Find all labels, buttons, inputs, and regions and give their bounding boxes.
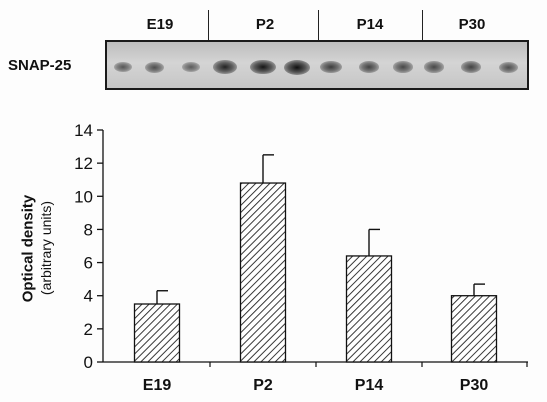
blot-band bbox=[144, 61, 164, 73]
blot-label: SNAP-25 bbox=[8, 57, 72, 74]
blot-band bbox=[213, 60, 237, 74]
blot-band bbox=[250, 59, 276, 75]
bar bbox=[450, 295, 498, 363]
x-tick-label: E19 bbox=[143, 377, 172, 394]
bar bbox=[345, 255, 393, 363]
blot-group-divider bbox=[422, 10, 423, 40]
blot-group-divider bbox=[318, 10, 319, 40]
blot-band bbox=[284, 59, 310, 75]
western-blot-image bbox=[105, 40, 529, 90]
y-tick-label: 14 bbox=[74, 121, 93, 140]
y-tick-label: 6 bbox=[84, 254, 93, 273]
y-tick-label: 10 bbox=[74, 187, 93, 206]
y-tick-label: 4 bbox=[84, 287, 93, 306]
blot-group-label: P30 bbox=[458, 16, 486, 33]
blot-band bbox=[358, 61, 380, 73]
blot-band bbox=[393, 61, 413, 73]
blot-group-label: E19 bbox=[146, 16, 174, 33]
blot-band bbox=[182, 61, 200, 73]
bar bbox=[133, 303, 181, 363]
y-tick-label: 2 bbox=[84, 320, 93, 339]
blot-band bbox=[424, 61, 444, 73]
blot-band bbox=[320, 60, 342, 74]
x-tick-label: P2 bbox=[253, 377, 273, 394]
blot-group-label: P14 bbox=[356, 16, 384, 33]
y-tick-label: 12 bbox=[74, 154, 93, 173]
x-tick-label: P30 bbox=[460, 377, 489, 394]
y-tick-label: 8 bbox=[84, 220, 93, 239]
blot-band bbox=[498, 61, 518, 73]
y-tick-label: 0 bbox=[84, 353, 93, 372]
bar bbox=[239, 182, 287, 363]
blot-group-divider bbox=[208, 10, 209, 40]
blot-band bbox=[113, 61, 133, 73]
x-tick-label: P14 bbox=[355, 377, 384, 394]
blot-band bbox=[460, 61, 482, 73]
blot-group-label: P2 bbox=[255, 16, 275, 33]
